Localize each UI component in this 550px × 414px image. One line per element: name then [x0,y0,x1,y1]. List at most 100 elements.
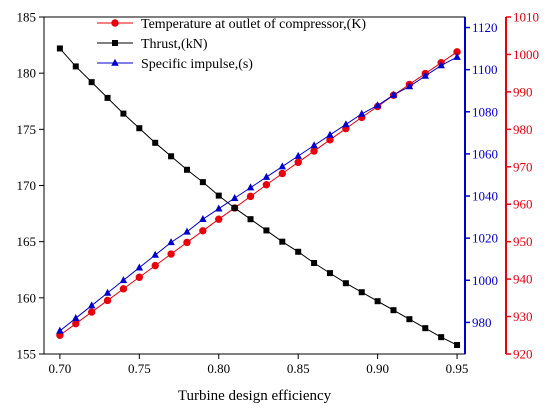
legend-item: Specific impulse,(s) [97,57,253,72]
data-point [405,82,414,90]
data-point [454,342,461,349]
data-point [199,227,207,235]
y-right-outer-tick-label: 950 [513,234,533,249]
x-tick-label: 0.75 [128,361,151,376]
x-tick-label: 0.80 [207,361,230,376]
data-point [151,250,159,258]
data-point [406,316,413,323]
x-tick-label: 0.85 [287,361,310,376]
series-line [59,56,458,332]
data-point [438,334,445,341]
data-point [342,120,350,128]
data-point [310,147,318,155]
legend-marker [111,19,119,27]
data-point [183,227,191,235]
data-point [152,139,159,146]
data-point [104,94,111,101]
y-left-tick-label: 180 [17,66,37,81]
data-point [311,260,318,267]
legend-item: Temperature at outlet of compressor,(K) [97,17,366,32]
y-right-inner-tick-label: 1080 [472,104,498,119]
y-right-outer-tick-label: 1010 [513,10,539,25]
legend-marker [111,58,119,66]
y-right-outer-tick-label: 970 [513,159,533,174]
data-point [230,193,239,201]
x-axis: 0.70 0.75 0.80 0.85 0.90 0.95 [49,354,469,376]
data-point [247,216,254,223]
y-right-inner-tick-label: 1020 [472,231,498,246]
data-point [199,215,207,222]
data-point [262,172,271,180]
series-line [59,51,458,336]
data-point [136,125,143,132]
data-point [151,261,159,270]
data-point [326,270,333,277]
legend-marker [112,40,118,46]
data-point [389,90,398,98]
data-point [56,326,64,334]
y-right-inner-tick-label: 1060 [472,146,498,161]
data-point [390,307,397,314]
data-point [278,162,287,170]
data-point [246,192,255,201]
data-point [88,79,95,86]
data-point [56,45,63,52]
data-point [342,280,349,287]
data-point [215,215,223,223]
data-point [87,301,96,309]
data-point [135,263,144,271]
legend-item: Thrust,(kN) [97,37,208,52]
data-point [421,71,430,79]
y-right-outer-tick-label: 930 [513,309,533,324]
data-point [373,101,382,109]
legend: Temperature at outlet of compressor,(K) T… [97,17,366,72]
y-axis-left: 155 160 165 170 175 180 185 [17,10,44,362]
y-right-inner-tick-label: 980 [472,315,492,330]
data-point [231,204,238,211]
y-left-tick-label: 170 [17,178,37,193]
y-left-tick-label: 155 [17,347,37,362]
y-left-tick-label: 185 [17,10,37,25]
data-point [278,169,287,178]
data-point [72,319,80,328]
y-right-outer-tick-label: 990 [513,84,533,99]
y-axis-right-outer: 920 930 940 950 960 970 980 990 1000 1010 [505,10,539,362]
y-right-inner-tick-label: 1040 [472,189,498,204]
y-right-inner-tick-label: 1120 [472,20,498,35]
data-point [294,151,302,159]
data-point [72,313,80,321]
data-point [279,238,286,245]
data-point [326,130,334,138]
y-right-outer-tick-label: 960 [513,197,533,212]
data-point [263,227,270,234]
data-point [183,166,190,173]
series-2 [56,52,461,334]
x-tick-label: 0.70 [49,361,72,376]
data-point [119,285,128,293]
data-point [103,296,112,305]
data-point [168,153,175,160]
data-point [135,273,144,281]
series-1 [56,45,461,349]
data-point [374,298,381,305]
data-point [119,276,128,284]
data-point [215,192,222,199]
data-point [453,52,461,60]
series-layer [56,45,461,349]
data-point [72,63,79,70]
y-left-tick-label: 160 [17,290,37,305]
data-point [120,110,127,117]
data-point [262,181,271,189]
data-point [310,141,318,149]
data-point [358,289,365,296]
data-point [246,183,255,191]
x-axis-title: Turbine design efficiency [178,388,332,404]
x-tick-label: 0.95 [446,361,469,376]
legend-label: Temperature at outlet of compressor,(K) [141,17,366,32]
data-point [215,204,223,212]
data-point [295,248,302,255]
y-right-outer-tick-label: 980 [513,122,533,137]
data-point [437,61,445,69]
data-point [87,308,96,316]
